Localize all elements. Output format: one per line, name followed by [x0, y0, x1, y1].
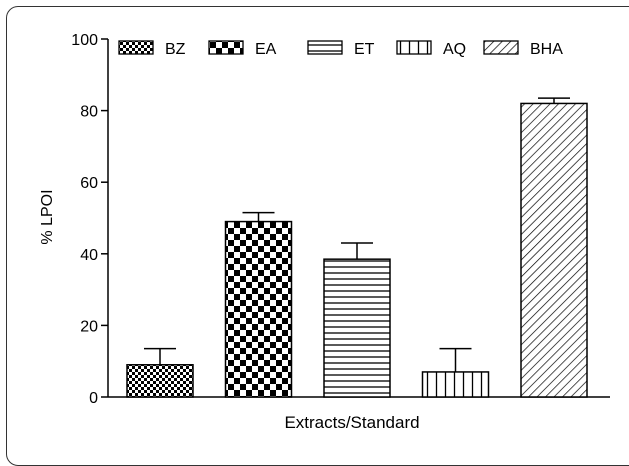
- legend-label-et: ET: [354, 41, 375, 58]
- legend-label-ea: EA: [255, 41, 277, 58]
- legend-swatch-bz: [118, 40, 154, 55]
- bar-bha: [520, 102, 588, 398]
- y-tick-label: 100: [71, 32, 98, 49]
- y-tick-label: 0: [89, 390, 98, 407]
- y-tick-label: 20: [80, 318, 98, 335]
- legend-swatch-et: [307, 40, 343, 55]
- y-tick-label: 80: [80, 104, 98, 121]
- legend-swatch-bha: [483, 40, 519, 55]
- y-tick-label: 60: [80, 175, 98, 192]
- y-tick-label: 40: [80, 247, 98, 264]
- legend-swatch-aq: [396, 40, 432, 55]
- y-axis-label: % LPOI: [39, 189, 56, 244]
- bars: [126, 97, 588, 398]
- legend: BZ EA ET AQ BHA: [118, 40, 563, 58]
- bar-et: [323, 258, 391, 398]
- legend-swatch-ea: [208, 40, 244, 55]
- legend-label-aq: AQ: [443, 41, 466, 58]
- bar-chart: 0 20 40 60 80 100 BZ EA ET AQ BHA % LPOI Extracts…: [39, 32, 610, 432]
- bar-bz: [126, 364, 194, 398]
- bar-ea: [224, 220, 293, 398]
- legend-label-bha: BHA: [530, 41, 563, 58]
- bar-aq: [421, 371, 490, 398]
- legend-label-bz: BZ: [165, 41, 186, 58]
- x-axis-label: Extracts/Standard: [284, 413, 419, 432]
